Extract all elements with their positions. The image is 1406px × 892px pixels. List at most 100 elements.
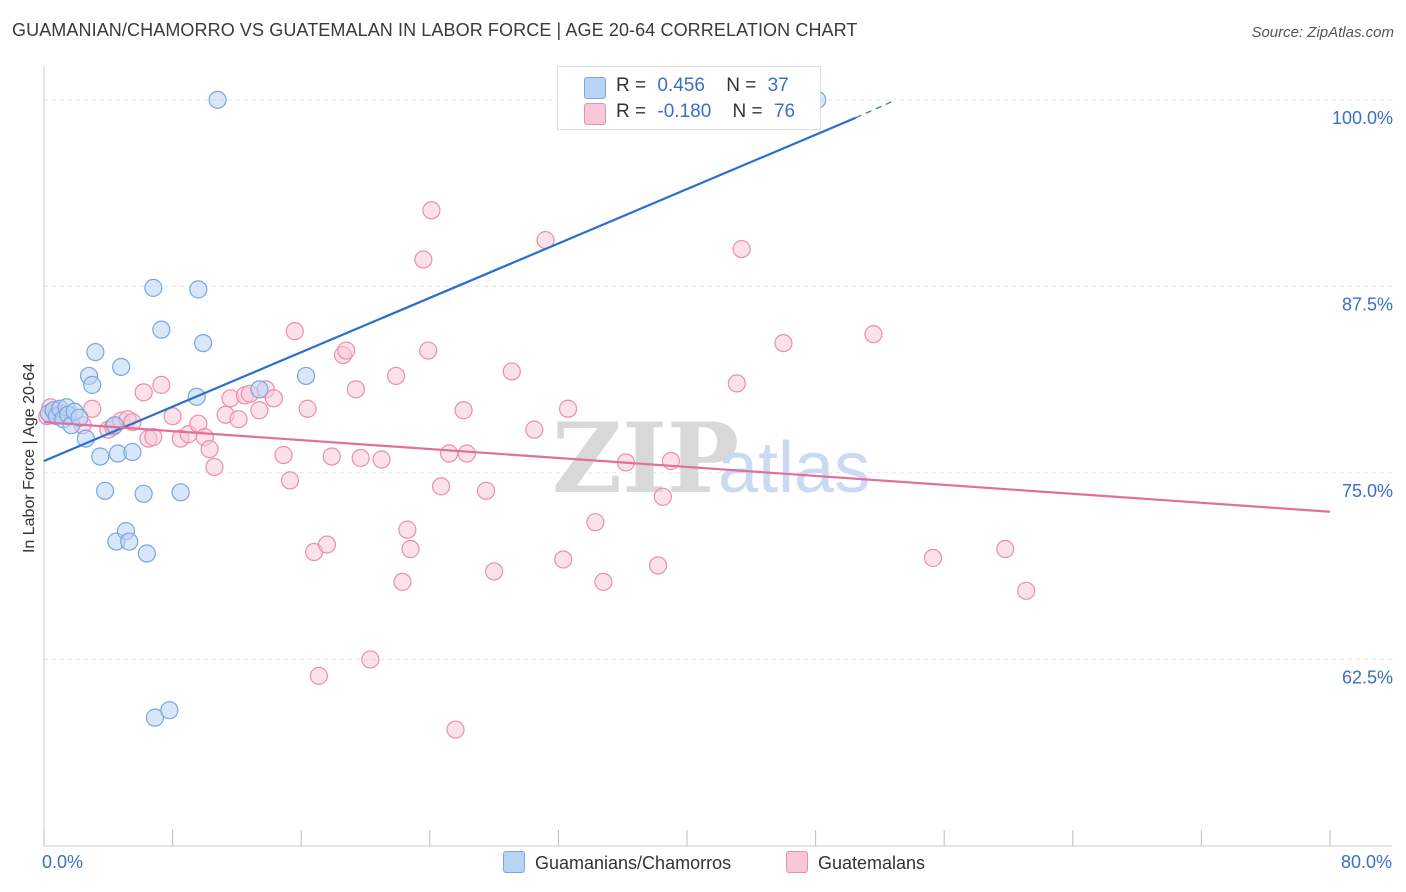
data-point-guatemalans	[285, 322, 304, 341]
trend-line-guamanians	[43, 116, 857, 462]
data-point-guatemalans	[594, 572, 613, 591]
data-point-guatemalans	[200, 439, 219, 459]
data-point-guatemalans	[264, 389, 283, 408]
data-point-guamanians	[120, 532, 139, 551]
trend-lines	[43, 99, 1331, 513]
data-point-guatemalans	[1017, 581, 1036, 600]
data-point-guamanians	[208, 90, 227, 109]
data-point-guamanians	[83, 375, 102, 394]
data-point-guamanians	[145, 708, 165, 727]
legend-n-label: N =	[726, 75, 757, 96]
bottom-legend-swatch-blue	[503, 851, 525, 873]
data-point-guatemalans	[586, 513, 605, 532]
data-point-guatemalans	[152, 375, 171, 394]
data-point-guamanians	[160, 701, 179, 720]
y-tick-label: 100.0%	[1332, 108, 1393, 128]
data-point-guamanians	[144, 278, 163, 297]
data-point-guatemalans	[648, 556, 668, 575]
data-point-guatemalans	[485, 562, 504, 581]
source-label: Source: ZipAtlas.com	[1251, 24, 1394, 41]
data-point-guamanians	[86, 342, 105, 362]
data-point-guamanians	[134, 484, 153, 503]
data-point-guamanians	[189, 280, 208, 299]
data-point-guatemalans	[554, 550, 573, 569]
data-point-guamanians	[171, 483, 190, 502]
data-point-guatemalans	[457, 444, 476, 463]
data-point-guatemalans	[774, 333, 793, 353]
data-point-guamanians	[194, 333, 213, 353]
data-point-guamanians	[137, 544, 156, 563]
data-point-guatemalans	[398, 520, 417, 539]
legend-r-value: 0.456	[657, 75, 705, 96]
data-point-guatemalans	[346, 380, 365, 399]
data-point-guatemalans	[250, 401, 269, 420]
data-point-guatemalans	[996, 539, 1015, 559]
data-point-guatemalans	[229, 410, 248, 429]
legend-r-label: R =	[616, 75, 647, 96]
data-point-guatemalans	[419, 341, 438, 360]
data-point-guatemalans	[393, 572, 412, 591]
data-point-guatemalans	[446, 720, 465, 739]
bottom-legend-swatch-pink	[786, 851, 808, 873]
data-point-guatemalans	[317, 535, 337, 554]
y-tick-label: 87.5%	[1342, 294, 1393, 314]
data-point-guatemalans	[431, 477, 451, 496]
bottom-legend-label: Guamanians/Chamorros	[535, 853, 732, 873]
data-point-guamanians	[95, 481, 115, 500]
data-point-guamanians	[76, 429, 95, 448]
legend-n-label: N =	[732, 101, 763, 122]
data-point-guamanians	[152, 320, 171, 339]
y-tick-label: 75.0%	[1342, 481, 1393, 501]
chart-title: GUAMANIAN/CHAMORRO VS GUATEMALAN IN LABO…	[12, 20, 858, 40]
data-point-guatemalans	[134, 383, 153, 402]
data-point-guatemalans	[144, 428, 163, 447]
data-point-guamanians	[70, 408, 89, 427]
data-point-guatemalans	[372, 450, 391, 469]
bottom-legend-guamanians: Guamanians/Chamorros	[503, 851, 731, 874]
data-point-guatemalans	[727, 374, 746, 393]
data-point-guatemalans	[414, 250, 433, 269]
data-point-guamanians	[250, 380, 269, 399]
data-point-guatemalans	[309, 666, 328, 685]
data-point-guatemalans	[386, 366, 406, 386]
trend-line-guatemalans	[43, 421, 1331, 513]
grid-lines	[44, 99, 1392, 660]
data-point-guatemalans	[298, 399, 317, 418]
series-guamanians-points	[39, 90, 827, 727]
legend-swatch-blue	[584, 77, 606, 99]
data-point-guatemalans	[476, 481, 496, 500]
trend-extension-guamanians	[855, 99, 897, 119]
legend-swatch-pink	[584, 103, 606, 125]
axes	[43, 66, 1392, 847]
bottom-legend-label: Guatemalans	[818, 853, 926, 873]
data-point-guatemalans	[502, 362, 521, 381]
data-point-guatemalans	[337, 341, 356, 360]
data-point-guamanians	[123, 442, 142, 462]
data-point-guatemalans	[525, 420, 544, 439]
data-point-guamanians	[91, 447, 110, 466]
watermark: ZIP atlas	[552, 402, 870, 515]
data-point-guatemalans	[280, 471, 300, 490]
data-point-guamanians	[296, 366, 316, 386]
data-point-guatemalans	[351, 448, 370, 468]
stats-legend: R = 0.456 N = 37 R = -0.180 N = 76	[557, 66, 821, 130]
data-point-guatemalans	[83, 399, 102, 418]
data-point-guatemalans	[558, 399, 578, 418]
bottom-legend-guatemalans: Guatemalans	[786, 851, 925, 874]
data-point-guatemalans	[864, 325, 883, 344]
legend-n-value: 76	[773, 101, 796, 122]
data-point-guatemalans	[274, 445, 293, 465]
legend-r-value: -0.180	[657, 101, 712, 122]
data-point-guatemalans	[439, 444, 459, 463]
legend-n-value: 37	[767, 75, 789, 96]
data-point-guamanians	[112, 357, 131, 377]
legend-r-label: R =	[616, 101, 647, 122]
y-tick-labels: 62.5% 75.0% 87.5% 100.0%	[1332, 108, 1393, 688]
watermark-zip: ZIP	[552, 402, 739, 515]
data-point-guatemalans	[454, 401, 473, 420]
y-tick-label: 62.5%	[1342, 667, 1393, 687]
x-tick-max: 80.0%	[1340, 852, 1392, 872]
data-point-guatemalans	[653, 487, 672, 506]
watermark-atlas: atlas	[718, 428, 870, 508]
data-point-guatemalans	[923, 548, 943, 568]
